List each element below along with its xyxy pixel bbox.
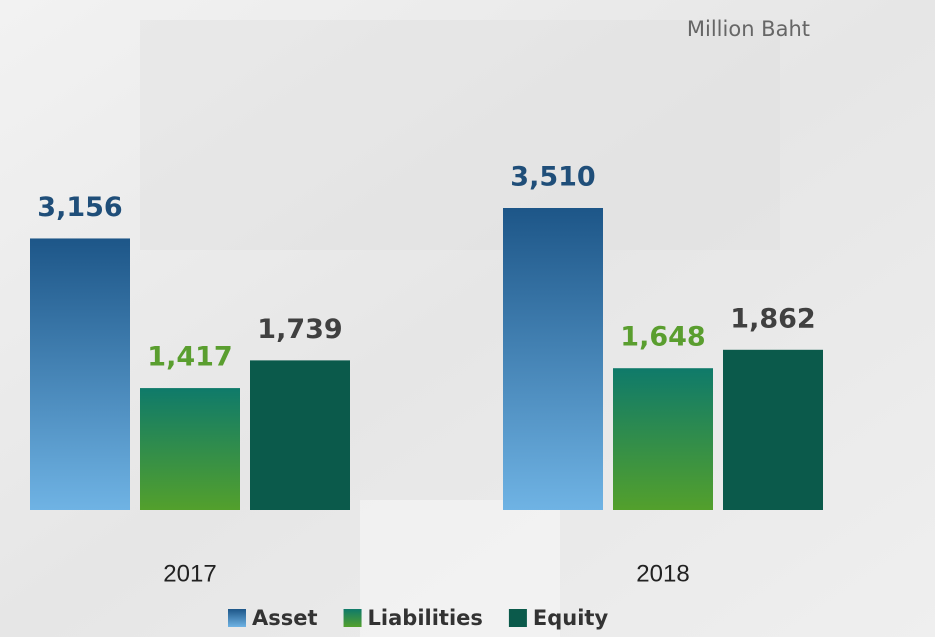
legend-swatch (228, 609, 246, 627)
value-label: 1,417 (147, 342, 232, 373)
bar (723, 349, 823, 510)
legend: Asset Liabilities Equity (228, 606, 608, 630)
background-screen (140, 20, 780, 250)
bar (140, 388, 240, 510)
value-label: 3,156 (37, 192, 122, 223)
bar (613, 368, 713, 510)
x-tick-label: 2017 (163, 560, 216, 587)
bar (30, 238, 130, 510)
legend-label: Liabilities (368, 606, 483, 630)
value-label: 1,862 (730, 303, 815, 334)
legend-label: Asset (252, 606, 318, 630)
legend-swatch (343, 609, 362, 627)
x-tick-label: 2018 (636, 560, 689, 587)
bar (503, 208, 603, 510)
bar (250, 360, 350, 510)
value-label: 3,510 (510, 162, 595, 193)
value-label: 1,739 (257, 314, 342, 345)
unit-label: Million Baht (687, 17, 810, 41)
legend-swatch (508, 609, 527, 627)
value-label: 1,648 (620, 322, 705, 353)
legend-label: Equity (533, 606, 609, 630)
